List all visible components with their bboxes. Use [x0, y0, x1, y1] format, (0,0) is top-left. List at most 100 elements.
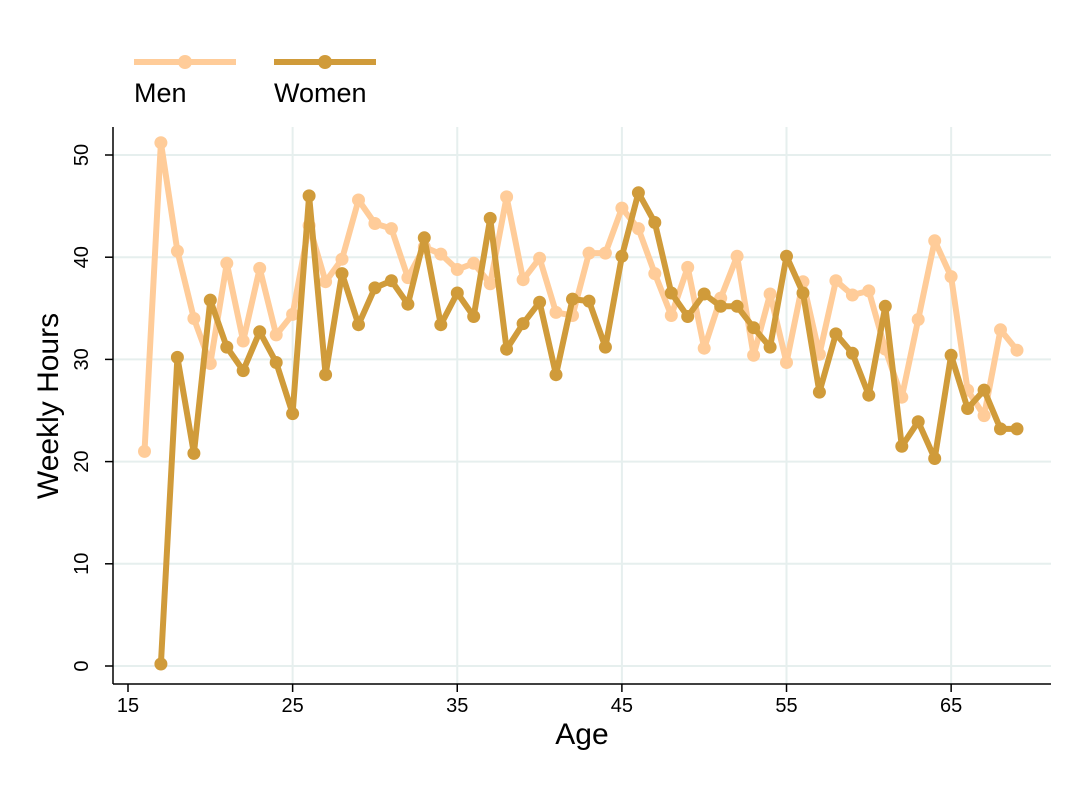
data-point-women [236, 364, 250, 378]
legend: Men Women [134, 55, 376, 108]
data-point-men [615, 201, 629, 215]
data-point-men [319, 275, 333, 289]
data-point-women [977, 383, 991, 397]
data-point-men [928, 234, 942, 248]
legend-item-men: Men [134, 55, 236, 108]
data-point-women [335, 267, 349, 281]
data-point-women [681, 310, 695, 323]
data-point-men [434, 247, 448, 261]
data-point-women [483, 211, 497, 225]
y-tick-label: 30 [71, 348, 93, 370]
data-point-women [796, 286, 810, 300]
data-point-women [911, 415, 925, 429]
data-point-men [1010, 343, 1024, 357]
data-point-men [911, 313, 925, 326]
data-point-women [1010, 422, 1024, 436]
data-point-women [500, 342, 514, 356]
data-point-women [598, 340, 612, 354]
data-point-women [566, 292, 579, 306]
data-point-women [961, 402, 975, 415]
data-point-men [533, 251, 547, 265]
data-point-women [648, 216, 662, 229]
data-point-women [516, 317, 530, 331]
data-point-women [615, 249, 629, 263]
data-point-men [203, 357, 217, 370]
y-tick-label: 20 [71, 450, 93, 472]
data-point-women [845, 346, 859, 360]
data-point-men [730, 249, 744, 263]
data-point-men [648, 267, 662, 281]
data-point-women [384, 274, 398, 288]
data-point-men [236, 334, 250, 348]
series-women [154, 186, 1024, 671]
data-point-women [697, 287, 711, 301]
data-point-men [631, 222, 645, 236]
series-men [138, 136, 1024, 458]
data-point-men [154, 136, 168, 150]
data-point-women [944, 348, 958, 362]
y-tick-label: 50 [71, 144, 93, 166]
x-tick-label: 35 [446, 695, 468, 717]
data-point-women [878, 299, 892, 313]
gridlines [113, 127, 1051, 684]
data-point-men [269, 328, 283, 342]
data-point-women [286, 407, 300, 421]
data-point-men [664, 309, 678, 322]
data-point-women [747, 321, 761, 335]
data-point-women [450, 286, 464, 300]
data-point-women [368, 281, 382, 295]
data-point-men [384, 222, 398, 236]
data-point-women [269, 356, 283, 369]
data-point-women [154, 657, 168, 671]
data-point-women [582, 294, 596, 308]
x-ticks: 15 25 35 45 55 65 [117, 684, 962, 717]
axes [112, 127, 1051, 685]
data-point-men [335, 252, 349, 266]
y-ticks: 0 10 20 30 40 50 [71, 144, 113, 672]
data-point-men [483, 277, 497, 291]
data-point-men [368, 217, 382, 230]
x-tick-label: 25 [282, 695, 304, 717]
data-point-women [253, 325, 267, 339]
data-point-women [352, 318, 365, 332]
x-tick-label: 15 [117, 695, 139, 717]
data-point-men [829, 274, 843, 288]
data-point-women [434, 318, 448, 332]
x-tick-label: 65 [940, 695, 962, 717]
data-point-women [928, 452, 942, 465]
data-point-women [417, 231, 431, 245]
data-point-men [500, 190, 514, 204]
data-point-women [631, 186, 645, 200]
data-point-women [862, 388, 876, 402]
data-point-women [895, 439, 909, 453]
data-point-men [780, 356, 793, 369]
x-axis-title: Age [555, 718, 608, 751]
data-point-men [582, 246, 596, 260]
data-point-women [319, 368, 333, 382]
data-point-women [467, 310, 481, 323]
legend-item-women: Women [274, 55, 376, 108]
y-tick-label: 10 [71, 553, 93, 575]
data-point-women [829, 327, 843, 341]
data-point-men [944, 270, 958, 284]
data-point-women [170, 350, 184, 364]
data-point-women [302, 189, 316, 203]
legend-marker-men [178, 55, 192, 69]
data-point-women [220, 340, 234, 354]
data-point-men [187, 312, 201, 325]
data-point-men [253, 261, 267, 275]
data-point-women [401, 297, 415, 311]
data-point-women [664, 286, 678, 300]
data-point-men [467, 256, 481, 270]
data-point-men [977, 409, 991, 423]
data-point-men [352, 193, 365, 207]
data-point-men [862, 284, 876, 298]
legend-marker-women [318, 55, 332, 69]
data-point-men [220, 256, 234, 270]
x-tick-label: 45 [611, 695, 633, 717]
data-point-men [598, 246, 612, 260]
data-point-women [812, 385, 826, 399]
data-point-women [730, 299, 744, 313]
data-point-women [187, 446, 201, 460]
